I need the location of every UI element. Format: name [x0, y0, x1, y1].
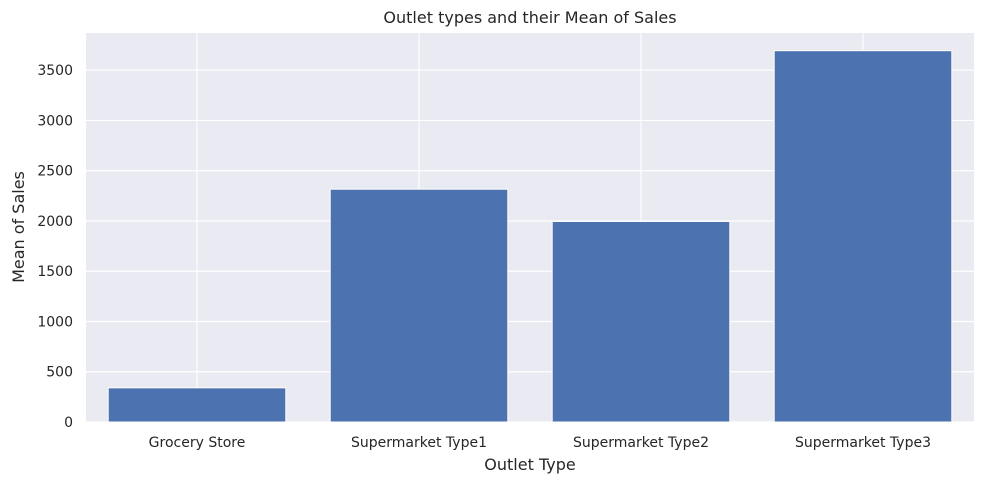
y-tick-label: 1500 — [37, 264, 73, 280]
bar-supermarket-type2 — [551, 220, 731, 423]
y-axis-label: Mean of Sales — [9, 171, 28, 283]
bars — [107, 50, 953, 423]
bar-supermarket-type3 — [773, 50, 953, 423]
bar-supermarket-type1 — [329, 188, 509, 423]
x-tick-label: Grocery Store — [149, 435, 246, 451]
x-tick-label: Supermarket Type3 — [795, 435, 931, 451]
x-axis-ticks: Grocery Store Supermarket Type1 Supermarke… — [149, 435, 931, 451]
bar-grocery-store — [107, 387, 287, 423]
y-tick-label: 500 — [46, 365, 73, 381]
y-tick-label: 2500 — [37, 164, 73, 180]
x-tick-label: Supermarket Type1 — [351, 435, 487, 451]
x-tick-label: Supermarket Type2 — [573, 435, 709, 451]
y-axis-ticks: 0 500 1000 1500 2000 2500 3000 3500 — [37, 63, 73, 431]
y-tick-label: 3500 — [37, 63, 73, 79]
y-tick-label: 3000 — [37, 113, 73, 129]
y-tick-label: 0 — [64, 415, 73, 431]
y-tick-label: 1000 — [37, 314, 73, 330]
x-axis-label: Outlet Type — [484, 455, 575, 474]
chart-title: Outlet types and their Mean of Sales — [383, 8, 676, 27]
y-tick-label: 2000 — [37, 214, 73, 230]
